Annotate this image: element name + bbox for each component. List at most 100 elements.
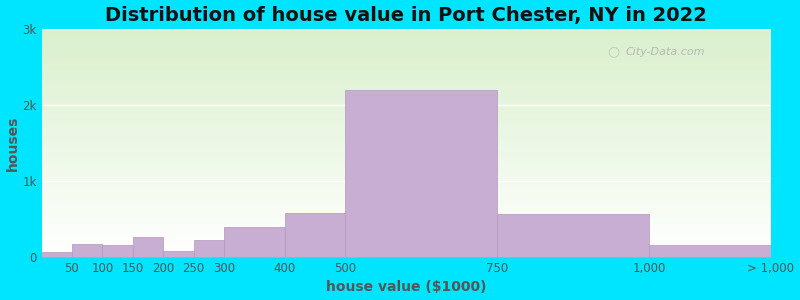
Bar — [42, 202, 771, 203]
Bar — [42, 56, 771, 57]
Bar — [42, 195, 771, 196]
Bar — [42, 89, 771, 91]
Bar — [42, 227, 771, 229]
Bar — [42, 97, 771, 98]
Bar — [42, 126, 771, 127]
Bar — [42, 29, 771, 30]
Bar — [42, 162, 771, 164]
Bar — [42, 217, 771, 218]
Bar — [42, 160, 771, 161]
Bar — [346, 90, 498, 257]
Bar — [42, 186, 771, 188]
Bar — [42, 150, 771, 151]
Bar — [42, 136, 771, 137]
Bar — [42, 255, 771, 256]
Bar — [42, 224, 771, 225]
Bar — [42, 120, 771, 121]
Bar — [42, 87, 771, 88]
Bar — [42, 175, 771, 176]
Bar — [42, 54, 771, 55]
Bar — [42, 251, 771, 253]
Bar — [42, 236, 771, 238]
Bar — [42, 119, 771, 120]
Bar — [42, 230, 771, 231]
Bar — [42, 70, 771, 71]
Bar — [42, 55, 771, 56]
Bar — [42, 167, 771, 168]
Bar — [42, 151, 771, 152]
Bar — [42, 124, 771, 125]
Bar — [42, 250, 771, 251]
Bar — [42, 74, 771, 76]
Bar — [42, 155, 771, 157]
Bar — [42, 41, 771, 43]
Bar — [42, 253, 771, 254]
Bar — [42, 45, 771, 46]
Bar — [42, 140, 771, 141]
Bar — [42, 244, 771, 246]
Bar — [42, 172, 771, 174]
Bar — [42, 246, 771, 247]
Bar — [42, 31, 771, 32]
Bar — [42, 219, 771, 220]
Bar — [42, 133, 771, 134]
Bar — [42, 64, 771, 65]
Bar — [42, 127, 771, 128]
Bar — [42, 234, 771, 236]
Bar — [42, 247, 771, 248]
Bar — [42, 88, 771, 89]
Bar — [42, 198, 771, 199]
Bar — [42, 125, 771, 126]
Bar — [42, 164, 771, 165]
Bar — [163, 251, 194, 257]
Bar — [42, 110, 771, 111]
Bar — [42, 174, 771, 175]
Bar — [42, 196, 771, 198]
Bar — [72, 244, 102, 257]
Bar — [42, 117, 771, 118]
Bar — [42, 226, 771, 227]
Bar — [42, 193, 771, 194]
Bar — [42, 104, 771, 105]
Bar — [42, 248, 771, 249]
Bar — [42, 118, 771, 119]
Bar — [42, 53, 771, 54]
Bar — [42, 95, 771, 96]
Bar — [42, 212, 771, 214]
Bar — [42, 189, 771, 190]
Bar — [42, 68, 771, 69]
Bar — [42, 169, 771, 170]
Bar — [224, 227, 285, 257]
Bar — [42, 181, 771, 182]
Bar — [42, 79, 771, 80]
Bar — [42, 134, 771, 135]
Text: ○: ○ — [607, 44, 619, 58]
Bar — [42, 122, 771, 124]
Bar — [42, 205, 771, 206]
Bar — [42, 240, 771, 241]
Bar — [42, 92, 771, 93]
Bar — [42, 65, 771, 67]
Bar — [42, 69, 771, 70]
Bar — [42, 157, 771, 158]
Bar — [42, 46, 771, 47]
Bar — [42, 242, 771, 243]
Bar — [42, 183, 771, 184]
Bar — [42, 129, 771, 130]
Bar — [42, 241, 771, 242]
Bar — [42, 158, 771, 159]
Bar — [42, 220, 771, 222]
Bar — [42, 106, 771, 108]
X-axis label: house value ($1000): house value ($1000) — [326, 280, 486, 294]
Bar — [42, 103, 771, 104]
Bar — [42, 191, 771, 192]
Bar — [42, 62, 771, 63]
Bar — [42, 128, 771, 129]
Bar — [42, 203, 771, 205]
Y-axis label: houses: houses — [6, 115, 19, 171]
Bar — [42, 154, 771, 155]
Bar — [42, 142, 771, 143]
Bar — [42, 165, 771, 166]
Bar — [42, 113, 771, 114]
Title: Distribution of house value in Port Chester, NY in 2022: Distribution of house value in Port Ches… — [106, 6, 707, 25]
